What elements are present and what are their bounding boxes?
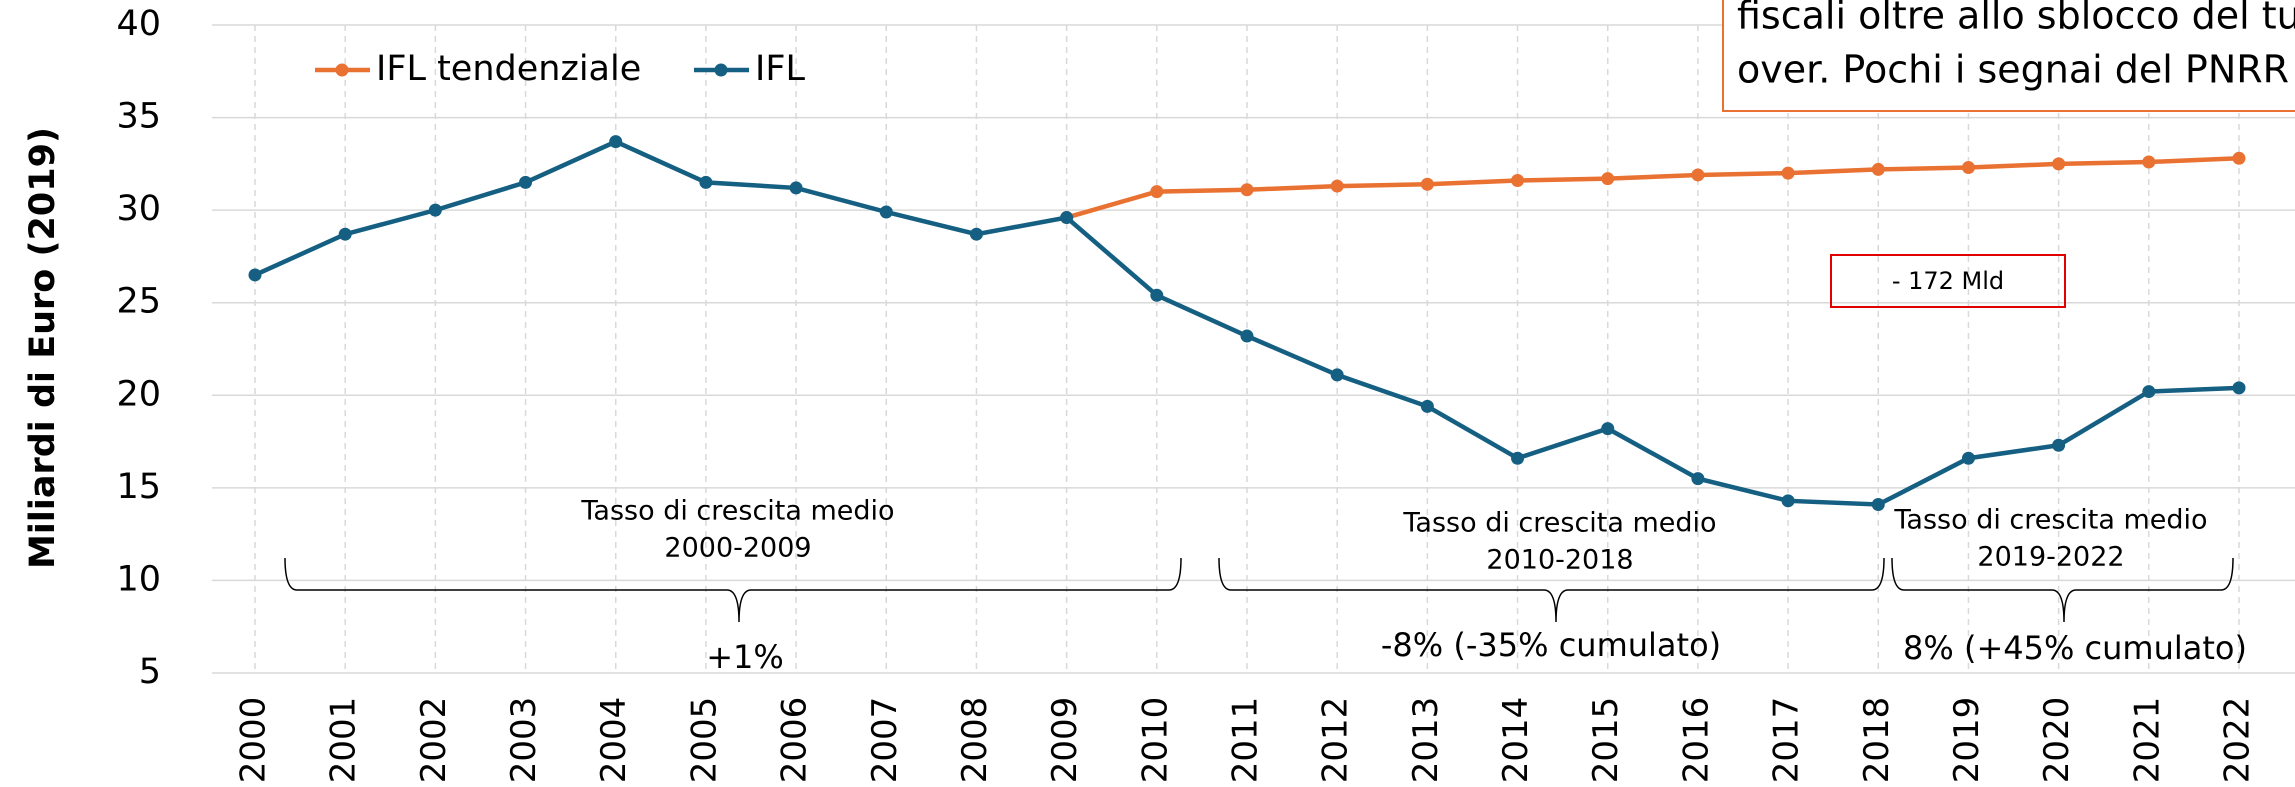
x-tick-label: 2012 — [1316, 697, 1356, 784]
legend-marker — [714, 63, 728, 77]
annotation-text: Tasso di crescita medio — [1893, 505, 2207, 536]
point — [1240, 329, 1254, 343]
annotation-text: Tasso di crescita medio — [1402, 508, 1716, 539]
series-line — [1066, 156, 2240, 220]
annotation-value: 8% (+45% cumulato) — [1903, 629, 2247, 667]
point — [1601, 422, 1615, 436]
x-tick-label: 2002 — [414, 697, 454, 784]
annotation-value: +1% — [706, 638, 784, 676]
point — [1330, 368, 1344, 382]
x-tick-label: 2009 — [1045, 697, 1085, 784]
point — [1060, 211, 1074, 225]
point — [1961, 161, 1975, 175]
point — [1691, 472, 1705, 486]
gap-box — [1830, 254, 2066, 308]
point — [789, 181, 803, 195]
x-tick-label: 2020 — [2037, 697, 2077, 784]
x-tick-label: 2006 — [775, 697, 815, 784]
point — [609, 135, 623, 149]
point — [1781, 166, 1795, 180]
brace — [284, 557, 1182, 623]
x-tick-label: 2004 — [594, 697, 634, 784]
point — [519, 175, 533, 189]
point — [1871, 162, 1885, 176]
point — [248, 268, 262, 282]
x-tick-label: 2000 — [234, 697, 274, 784]
y-tick-label: 10 — [116, 559, 161, 599]
x-tick-label: 2021 — [2127, 697, 2167, 784]
annotation-text: 2000-2009 — [664, 533, 811, 564]
point — [969, 227, 983, 241]
annotation-text: Tasso di crescita medio — [580, 496, 894, 527]
point — [428, 203, 442, 217]
annotation-value: -8% (-35% cumulato) — [1381, 626, 1721, 664]
x-tick-label: 2019 — [1947, 697, 1987, 784]
point — [2142, 155, 2156, 169]
y-axis-label: Miliardi di Euro (2019) — [23, 127, 63, 569]
point — [699, 175, 713, 189]
brace — [1891, 557, 2234, 623]
point — [338, 227, 352, 241]
point — [1420, 177, 1434, 191]
annotation-text: 2010-2018 — [1486, 545, 1633, 576]
note-box — [1722, 0, 2295, 112]
point — [1871, 498, 1885, 512]
y-tick-label: 40 — [116, 4, 161, 44]
x-tick-label: 2008 — [955, 697, 995, 784]
point — [1781, 494, 1795, 508]
legend-label: IFL — [755, 49, 805, 89]
gap-label: - 172 Mld — [1892, 267, 2004, 295]
point — [1511, 174, 1525, 188]
y-tick-label: 5 — [139, 652, 161, 692]
x-tick-label: 2001 — [324, 697, 364, 784]
x-tick-label: 2016 — [1676, 697, 1716, 784]
note-text: fiscali oltre allo sblocco del tu — [1737, 0, 2295, 38]
y-tick-label: 20 — [116, 374, 161, 414]
y-tick-label: 15 — [116, 467, 161, 507]
point — [2232, 381, 2246, 395]
point — [1601, 172, 1615, 186]
x-tick-label: 2014 — [1496, 697, 1536, 784]
point — [879, 205, 893, 219]
x-tick-label: 2005 — [684, 697, 724, 784]
note-text: over. Pochi i segnai del PNRR — [1737, 48, 2289, 92]
brace — [1218, 557, 1885, 623]
point — [1691, 168, 1705, 182]
x-tick-label: 2010 — [1135, 697, 1175, 784]
point — [1511, 451, 1525, 465]
x-tick-label: 2017 — [1767, 697, 1807, 784]
y-tick-label: 35 — [116, 97, 161, 137]
point — [2142, 385, 2156, 399]
legend-label: IFL tendenziale — [376, 49, 641, 89]
x-tick-label: 2013 — [1406, 697, 1446, 784]
point — [2052, 157, 2066, 171]
legend-marker — [335, 63, 349, 77]
x-tick-label: 2015 — [1586, 697, 1626, 784]
point — [1240, 183, 1254, 197]
x-tick-label: 2018 — [1857, 697, 1897, 784]
point — [2052, 438, 2066, 452]
x-tick-label: 2003 — [504, 697, 544, 784]
point — [1330, 179, 1344, 193]
annotation-text: 2019-2022 — [1977, 542, 2124, 573]
point — [2232, 151, 2246, 165]
y-tick-label: 25 — [116, 282, 161, 322]
x-tick-label: 2011 — [1226, 697, 1266, 784]
point — [1150, 288, 1164, 302]
point — [1961, 451, 1975, 465]
point — [1420, 399, 1434, 413]
y-tick-label: 30 — [116, 189, 161, 229]
x-tick-label: 2007 — [865, 697, 905, 784]
x-tick-label: 2022 — [2218, 697, 2258, 784]
point — [1150, 185, 1164, 199]
